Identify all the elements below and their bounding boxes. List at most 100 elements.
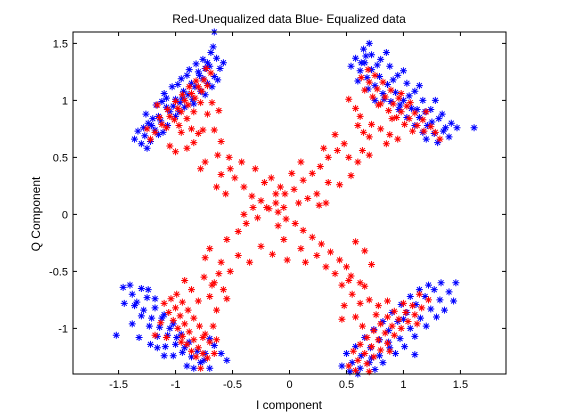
data-point: [299, 176, 307, 184]
data-point: [183, 144, 191, 152]
data-point: [142, 110, 150, 118]
data-point: [377, 100, 385, 108]
data-point: [210, 72, 218, 80]
data-point: [364, 85, 372, 93]
data-point: [160, 299, 168, 307]
data-point: [390, 307, 398, 315]
data-point: [356, 364, 364, 372]
data-point: [183, 362, 191, 370]
data-point: [358, 147, 366, 155]
data-point: [194, 297, 202, 305]
data-point: [377, 55, 385, 63]
data-point: [198, 87, 206, 95]
data-point: [399, 299, 407, 307]
data-point: [363, 360, 371, 368]
data-point: [407, 104, 415, 112]
data-point: [422, 322, 430, 330]
data-point: [385, 107, 393, 115]
data-point: [178, 332, 186, 340]
data-point: [425, 281, 433, 289]
data-point: [203, 82, 211, 90]
data-point: [207, 49, 215, 57]
data-point: [447, 119, 455, 127]
data-point: [167, 295, 175, 303]
data-point: [297, 158, 305, 166]
data-point: [168, 83, 176, 91]
data-point: [291, 220, 299, 228]
data-point: [387, 86, 395, 94]
data-point: [396, 335, 404, 343]
data-point: [177, 128, 185, 136]
data-point: [183, 340, 191, 348]
data-point: [352, 343, 360, 351]
data-point: [391, 349, 399, 357]
data-point: [385, 327, 393, 335]
data-point: [164, 331, 172, 339]
data-point: [161, 343, 169, 351]
y-tick-label: 0.5: [53, 152, 68, 164]
data-point: [440, 306, 448, 314]
data-point: [216, 64, 224, 72]
data-point: [394, 318, 402, 326]
data-point: [184, 306, 192, 314]
data-point: [280, 235, 288, 243]
data-point: [137, 285, 145, 292]
data-point: [234, 228, 242, 235]
data-point: [214, 151, 222, 159]
data-point: [383, 339, 391, 347]
data-point: [347, 272, 355, 280]
data-point: [153, 332, 161, 340]
data-point: [368, 51, 376, 59]
data-point: [411, 311, 419, 319]
data-point: [280, 204, 288, 212]
data-point: [143, 144, 151, 152]
data-point: [213, 306, 221, 314]
data-point: [137, 140, 145, 148]
data-point: [394, 71, 402, 79]
data-point: [210, 342, 218, 349]
data-point: [377, 320, 385, 328]
data-point: [217, 349, 225, 357]
data-point: [242, 220, 250, 228]
data-point: [188, 90, 196, 98]
data-point: [172, 148, 180, 156]
data-point: [201, 330, 209, 338]
data-point: [436, 296, 444, 304]
data-point: [357, 74, 365, 82]
data-point: [397, 300, 405, 308]
data-point: [181, 103, 189, 111]
data-point: [352, 238, 360, 246]
data-point: [203, 110, 211, 118]
data-point: [208, 83, 216, 91]
data-point: [348, 359, 356, 367]
data-point: [181, 320, 189, 328]
data-point: [361, 247, 369, 255]
data-point: [276, 183, 284, 191]
y-axis-label: Q Component: [29, 176, 43, 251]
data-point: [143, 294, 151, 302]
x-tick-label: -1.5: [109, 379, 128, 391]
data-point: [333, 147, 341, 155]
data-point: [316, 163, 324, 171]
data-point: [405, 92, 413, 100]
data-point: [388, 308, 396, 316]
data-point: [380, 95, 388, 103]
data-point: [399, 315, 407, 323]
data-point: [340, 140, 348, 148]
data-point: [352, 104, 360, 112]
data-point: [365, 368, 373, 376]
data-point: [194, 68, 202, 76]
data-point: [199, 55, 207, 63]
data-point: [373, 85, 381, 93]
data-point: [149, 115, 157, 123]
data-point: [199, 334, 207, 342]
data-point: [208, 99, 216, 107]
data-point: [178, 91, 186, 99]
data-point: [181, 277, 189, 285]
data-point: [401, 343, 409, 351]
data-point: [240, 183, 248, 191]
data-point: [166, 112, 174, 120]
data-point: [439, 127, 447, 135]
data-point: [376, 72, 384, 80]
data-point: [377, 125, 385, 133]
